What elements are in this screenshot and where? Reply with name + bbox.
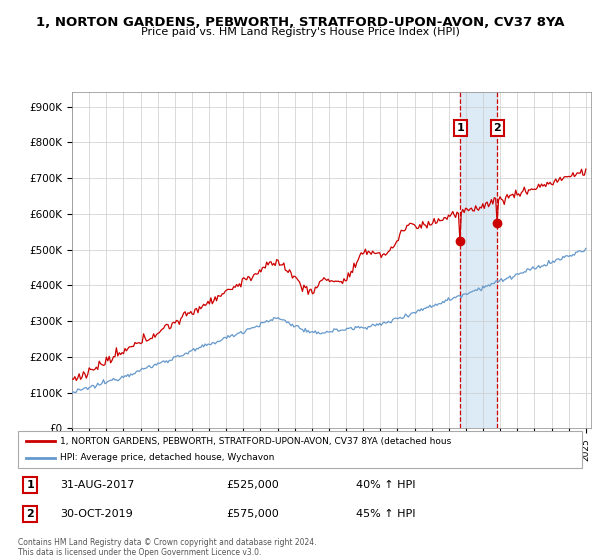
Text: £525,000: £525,000 <box>227 480 280 490</box>
Text: 45% ↑ HPI: 45% ↑ HPI <box>356 509 416 519</box>
Text: Contains HM Land Registry data © Crown copyright and database right 2024.
This d: Contains HM Land Registry data © Crown c… <box>18 538 317 557</box>
Text: 31-AUG-2017: 31-AUG-2017 <box>60 480 134 490</box>
Text: 1, NORTON GARDENS, PEBWORTH, STRATFORD-UPON-AVON, CV37 8YA: 1, NORTON GARDENS, PEBWORTH, STRATFORD-U… <box>36 16 564 29</box>
FancyBboxPatch shape <box>18 431 582 468</box>
Text: 1: 1 <box>26 480 34 490</box>
Text: 30-OCT-2019: 30-OCT-2019 <box>60 509 133 519</box>
Text: 2: 2 <box>493 123 501 133</box>
Bar <box>460 92 497 428</box>
Text: 1: 1 <box>457 123 464 133</box>
Text: Price paid vs. HM Land Registry's House Price Index (HPI): Price paid vs. HM Land Registry's House … <box>140 27 460 38</box>
Text: 40% ↑ HPI: 40% ↑ HPI <box>356 480 416 490</box>
Text: 1, NORTON GARDENS, PEBWORTH, STRATFORD-UPON-AVON, CV37 8YA (detached hous: 1, NORTON GARDENS, PEBWORTH, STRATFORD-U… <box>60 437 452 446</box>
Text: HPI: Average price, detached house, Wychavon: HPI: Average price, detached house, Wych… <box>60 453 275 462</box>
Text: £575,000: £575,000 <box>227 509 280 519</box>
Text: 2: 2 <box>26 509 34 519</box>
